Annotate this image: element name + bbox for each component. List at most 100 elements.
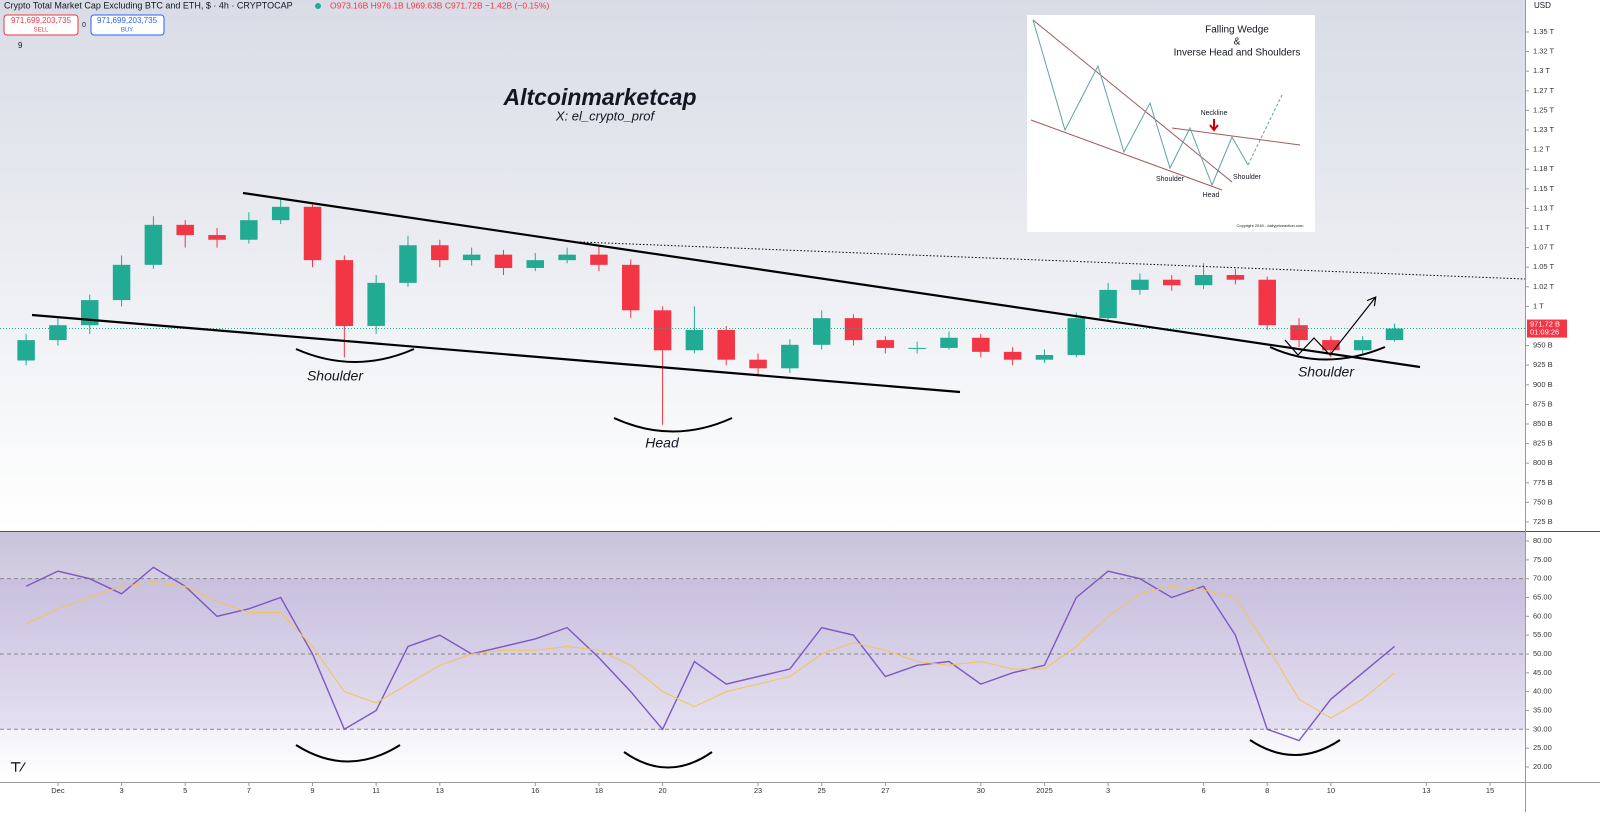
arc [623, 751, 713, 769]
arc [295, 744, 401, 763]
candle-body [176, 224, 194, 236]
inset-label: Neckline [1201, 110, 1228, 117]
y-tick-label: 1.05 T [1533, 262, 1555, 271]
candle-body [1131, 279, 1149, 290]
rsi-line [25, 566, 1395, 742]
status-dot [315, 3, 321, 9]
candle-body [1035, 354, 1054, 360]
y-tick-label: 825 B [1533, 439, 1553, 448]
candle-body [1099, 289, 1117, 319]
y-tick-label: 775 B [1533, 478, 1553, 487]
candle-body [749, 359, 767, 369]
arc [1269, 346, 1386, 361]
y-tick-label: 1.32 T [1533, 47, 1555, 56]
y-tick-label: 1.07 T [1533, 243, 1555, 252]
candle-body [112, 264, 131, 301]
x-tick-label: 27 [881, 786, 889, 795]
candle-body [367, 282, 385, 326]
y-tick-label: 40.00 [1533, 687, 1552, 696]
y-tick-label: 1.15 T [1533, 184, 1555, 193]
y-tick-label: 725 B [1533, 517, 1553, 526]
candle-body [812, 318, 831, 345]
plot-layer: 725 B 750 B 775 B 800 B 825 B 850 B 875 B 900 B… [0, 27, 1555, 795]
x-tick-label: Dec [51, 786, 65, 795]
candle-body [17, 340, 35, 361]
y-tick-label: 1.2 T [1533, 145, 1550, 154]
symbol-title: Crypto Total Market Cap Excluding BTC an… [4, 0, 293, 10]
inset-label: Head [1203, 192, 1220, 199]
inset-title: & [1234, 37, 1241, 48]
y-tick-label: 25.00 [1533, 743, 1552, 752]
candle-body [908, 347, 926, 349]
arc [613, 417, 733, 433]
y-tick-label: 35.00 [1533, 705, 1552, 714]
sell-price: 971,699,203,735 [11, 16, 72, 25]
currency[interactable]: USD [1534, 1, 1551, 10]
y-tick-label: 1.13 T [1533, 203, 1555, 212]
candle-body [717, 329, 735, 360]
y-tick-label: 80.00 [1533, 536, 1552, 545]
indicator-count[interactable]: 9 [18, 41, 23, 50]
inset-drawing [1030, 19, 1301, 191]
candle-body [1163, 279, 1181, 286]
candle-body [621, 264, 640, 311]
candle-body [940, 337, 958, 348]
y-tick-label: 1.02 T [1533, 282, 1555, 291]
inset-title: Inverse Head and Shoulders [1174, 48, 1301, 59]
x-tick-label: 13 [1422, 786, 1430, 795]
candle-body [431, 245, 449, 261]
y-tick-label: 60.00 [1533, 611, 1552, 620]
candle-body [590, 254, 608, 265]
y-tick-label: 800 B [1533, 458, 1553, 467]
annotation: Shoulder [307, 368, 364, 384]
y-tick-label: 925 B [1533, 360, 1553, 369]
candle-body [303, 206, 322, 261]
buy-label: BUY [121, 28, 133, 34]
candle-body [685, 329, 704, 351]
x-tick-label: 18 [595, 786, 603, 795]
candle-body [208, 235, 226, 240]
projection [1284, 298, 1375, 356]
candle-body [1258, 279, 1276, 326]
inset-copyright: Copyright 2018 - dailypriceaction.com [1237, 223, 1305, 228]
inset-label: Shoulder [1233, 174, 1262, 181]
x-tick-label: 20 [658, 786, 666, 795]
y-tick-label: 75.00 [1533, 555, 1552, 564]
y-tick-label: 45.00 [1533, 668, 1552, 677]
candle-body [1385, 328, 1404, 341]
y-tick-label: 1.18 T [1533, 164, 1555, 173]
buy-button[interactable] [90, 14, 165, 36]
annotation: Head [645, 435, 680, 451]
rsi-line [25, 581, 1395, 719]
candle-body [144, 224, 163, 265]
candle-body [1226, 275, 1245, 280]
candle-body [462, 254, 481, 261]
y-tick-label: 65.00 [1533, 592, 1552, 601]
candle-body [876, 340, 895, 348]
y-tick-label: 875 B [1533, 399, 1553, 408]
ohlc: O973.16B H976.1B L969.63B C971.72B −1.42… [330, 0, 549, 10]
candle-body [494, 254, 513, 268]
candle-body [335, 260, 354, 326]
x-tick-label: 13 [436, 786, 444, 795]
x-tick-label: 23 [754, 786, 762, 795]
inset-title: Falling Wedge [1205, 25, 1269, 36]
candle-body [1067, 318, 1086, 355]
candle-body [781, 344, 799, 369]
x-tick-label: 8 [1265, 786, 1269, 795]
y-tick-label: 950 B [1533, 341, 1553, 350]
x-tick-label: 7 [247, 786, 251, 795]
candle-body [1322, 340, 1340, 351]
last-price-label: 971.72 B [1530, 320, 1560, 329]
inset-label: Shoulder [1156, 176, 1185, 183]
candle-body [653, 310, 672, 351]
y-tick-label: 900 B [1533, 380, 1553, 389]
x-tick-label: 5 [183, 786, 187, 795]
candle-body [49, 325, 67, 341]
countdown: 01:09:26 [1530, 328, 1559, 337]
sell-button[interactable] [3, 14, 79, 36]
candle-body [1194, 275, 1213, 286]
y-tick-label: 1.27 T [1533, 86, 1555, 95]
